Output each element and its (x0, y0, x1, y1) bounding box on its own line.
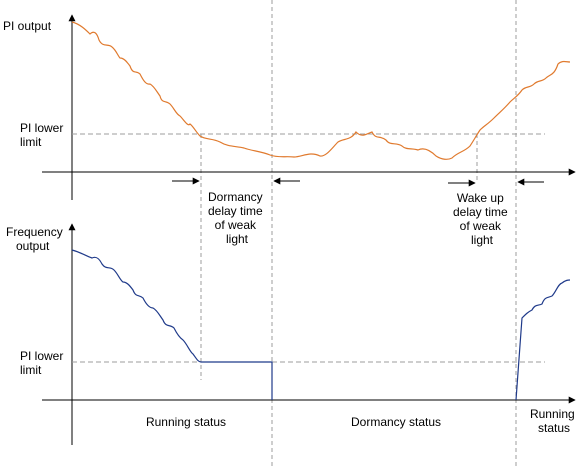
bottom-y-axis-label: Frequency output (6, 225, 66, 253)
top-lower-limit-label: PI lower limit (20, 121, 67, 149)
pi-output-curve (71, 21, 571, 160)
wakeup-delay-label: Wake up delay time of weak light (453, 191, 511, 247)
frequency-curve-recovery (515, 279, 571, 401)
dormancy-delay-label: Dormancy delay time of weak light (208, 190, 266, 246)
top-y-axis-label: PI output (3, 19, 52, 33)
running-status-label-2: Running status (530, 407, 578, 435)
bottom-lower-limit-label: PI lower limit (20, 349, 67, 377)
frequency-curve-running (71, 249, 273, 400)
dormancy-status-label: Dormancy status (351, 415, 441, 429)
running-status-label-1: Running status (146, 415, 226, 429)
